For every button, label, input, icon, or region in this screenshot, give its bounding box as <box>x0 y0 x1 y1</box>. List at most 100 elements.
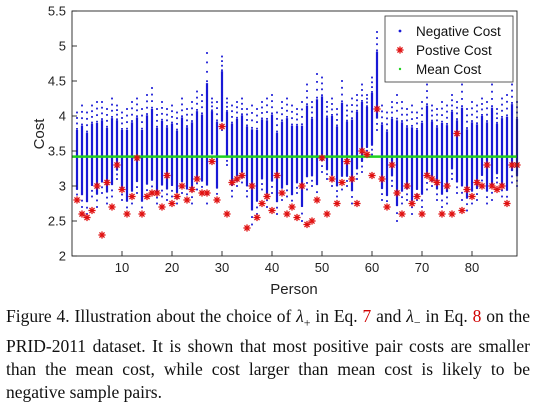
negative-cost-point <box>511 144 513 147</box>
negative-cost-point <box>396 109 398 112</box>
negative-cost-point <box>271 112 273 115</box>
negative-cost-point <box>336 151 338 154</box>
negative-cost-point <box>371 76 373 79</box>
negative-cost-point <box>441 114 443 117</box>
negative-cost-point <box>131 101 133 103</box>
negative-cost-point <box>96 153 98 156</box>
negative-cost-point <box>126 154 128 156</box>
negative-cost-point <box>496 172 498 175</box>
negative-cost-point <box>376 122 378 125</box>
negative-cost-point <box>501 152 503 155</box>
negative-cost-point <box>506 94 508 96</box>
negative-cost-point <box>156 119 158 122</box>
negative-cost-point <box>116 118 118 121</box>
negative-cost-point <box>106 190 108 193</box>
positive-cost-point <box>98 231 106 239</box>
negative-cost-point <box>201 100 203 103</box>
negative-cost-point <box>196 139 198 142</box>
negative-cost-point <box>321 153 323 156</box>
negative-cost-point <box>426 90 428 92</box>
negative-cost-point <box>91 115 93 118</box>
positive-cost-point <box>348 175 356 183</box>
negative-cost-point <box>196 170 198 173</box>
negative-cost-point <box>501 189 503 192</box>
negative-cost-point <box>266 206 268 208</box>
negative-cost-point <box>151 178 153 181</box>
negative-cost-point <box>401 196 403 199</box>
negative-cost-point <box>191 196 193 199</box>
negative-cost-point <box>126 193 128 196</box>
positive-cost-point <box>118 185 126 194</box>
negative-cost-point <box>411 145 413 148</box>
negative-cost-point <box>76 128 78 130</box>
negative-cost-point <box>156 161 158 164</box>
negative-cost-point <box>421 160 423 162</box>
negative-cost-point <box>251 126 253 129</box>
equation-ref-8-link[interactable]: 8 <box>472 306 482 326</box>
plot-frame <box>71 10 518 257</box>
negative-cost-point <box>496 154 498 156</box>
negative-cost-point <box>166 193 168 196</box>
negative-cost-point <box>266 199 268 202</box>
negative-cost-point <box>116 113 118 116</box>
negative-cost-point <box>511 132 513 135</box>
negative-cost-point <box>301 190 303 193</box>
negative-cost-point <box>181 133 183 135</box>
negative-cost-point <box>361 110 363 113</box>
negative-cost-point <box>506 189 508 191</box>
negative-cost-point <box>176 117 178 120</box>
negative-cost-point <box>366 146 368 148</box>
negative-cost-point <box>221 69 223 72</box>
negative-cost-point <box>76 144 78 147</box>
negative-cost-point <box>496 108 498 110</box>
negative-cost-point <box>156 184 158 187</box>
negative-cost-point <box>236 185 238 187</box>
negative-cost-point <box>251 171 253 174</box>
negative-cost-point <box>151 93 153 96</box>
negative-cost-point <box>86 117 88 120</box>
negative-cost-point <box>156 137 158 140</box>
negative-cost-point <box>306 188 308 191</box>
negative-cost-point <box>456 118 458 120</box>
positive-cost-point <box>208 157 216 166</box>
negative-cost-point <box>236 148 238 151</box>
negative-cost-point <box>201 185 203 188</box>
negative-cost-point <box>211 133 213 135</box>
equation-ref-7-link[interactable]: 7 <box>362 306 372 326</box>
negative-cost-point <box>136 192 138 194</box>
negative-cost-point <box>81 187 83 189</box>
negative-cost-point <box>201 106 203 109</box>
negative-cost-point <box>181 144 183 147</box>
negative-cost-point <box>391 132 393 135</box>
negative-cost-point <box>316 143 318 146</box>
negative-cost-point <box>291 142 293 145</box>
negative-cost-point <box>486 120 488 122</box>
negative-cost-point <box>426 162 428 165</box>
negative-cost-point <box>221 73 223 76</box>
negative-cost-point <box>326 144 328 147</box>
negative-cost-point <box>191 107 193 110</box>
negative-cost-point <box>401 177 403 180</box>
negative-cost-point <box>286 183 288 186</box>
negative-cost-point <box>491 163 493 165</box>
negative-cost-point <box>206 99 208 101</box>
negative-cost-point <box>371 81 373 84</box>
negative-cost-point <box>176 122 178 125</box>
negative-cost-point <box>336 173 338 176</box>
negative-cost-point <box>321 88 323 91</box>
negative-cost-point <box>146 170 148 173</box>
negative-cost-point <box>136 127 138 129</box>
negative-cost-point <box>111 128 113 131</box>
negative-cost-point <box>211 148 213 151</box>
negative-cost-point <box>321 123 323 126</box>
x-tick-label: 70 <box>415 260 429 275</box>
negative-cost-point <box>506 175 508 178</box>
negative-cost-point <box>96 160 98 162</box>
negative-cost-point <box>256 186 258 189</box>
negative-cost-point <box>341 141 343 143</box>
negative-cost-point <box>121 133 123 136</box>
positive-cost-point <box>433 178 441 187</box>
negative-cost-point <box>476 122 478 125</box>
negative-cost-point <box>186 153 188 156</box>
positive-cost-point <box>353 199 361 208</box>
